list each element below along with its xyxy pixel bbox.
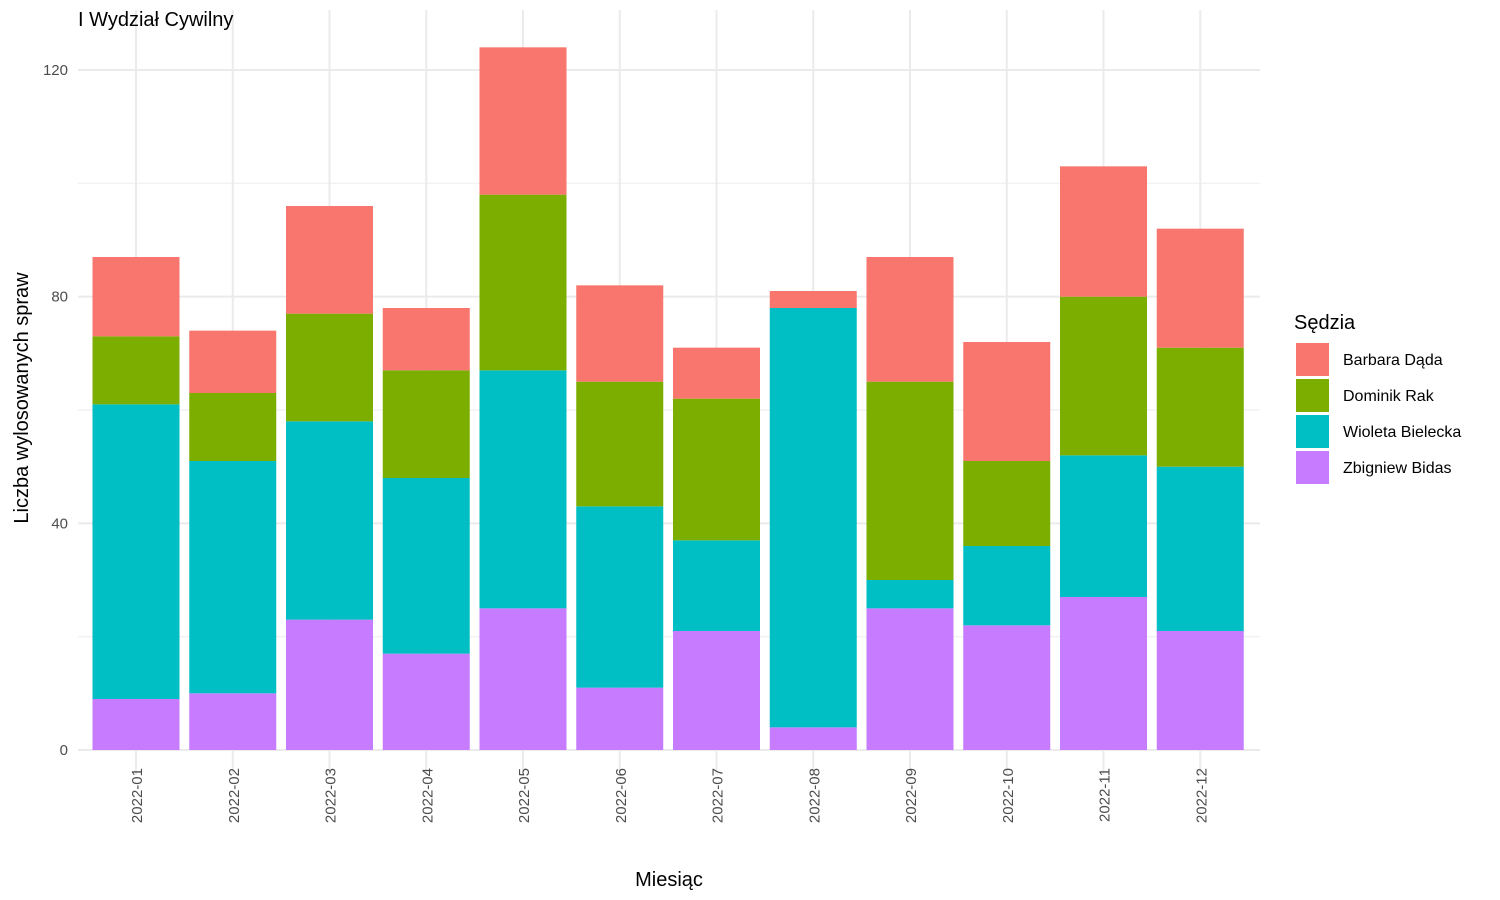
legend: Sędzia Barbara Dąda Dominik Rak Wioleta Bi… xyxy=(1294,312,1461,484)
bar-segment xyxy=(769,308,857,728)
bar-segment xyxy=(1060,597,1147,750)
bar-segment xyxy=(286,313,373,422)
bar-segment xyxy=(286,421,373,620)
bar-segment xyxy=(189,693,277,750)
bar-segment xyxy=(1156,466,1244,631)
x-tick-label: 2022-08 xyxy=(806,768,823,823)
legend-label: Barbara Dąda xyxy=(1343,352,1443,369)
bar-segment xyxy=(1060,166,1147,297)
bar-segment xyxy=(1156,347,1244,467)
bar-segment xyxy=(382,478,470,654)
x-tick-label: 2022-11 xyxy=(1097,768,1114,822)
x-tick-label: 2022-06 xyxy=(613,768,630,823)
legend-label: Zbigniew Bidas xyxy=(1343,460,1452,477)
bar-segment xyxy=(866,580,954,609)
x-tick-label: 2022-03 xyxy=(323,768,340,823)
bar-segment xyxy=(769,727,857,750)
x-axis-ticks: 2022-01 2022-02 2022-03 2022-04 2022-05 2022-… xyxy=(129,768,1210,823)
y-tick-label: 0 xyxy=(60,742,68,759)
bar-segment xyxy=(576,381,664,507)
bar-segment xyxy=(92,404,180,699)
bar-segment xyxy=(479,194,567,371)
x-tick-label: 2022-04 xyxy=(419,768,436,823)
bar-segment xyxy=(189,461,277,694)
bar-segment xyxy=(576,285,664,382)
x-tick-label: 2022-12 xyxy=(1193,768,1210,823)
legend-key xyxy=(1296,451,1329,484)
legend-label: Dominik Rak xyxy=(1343,388,1435,405)
bar-segment xyxy=(963,342,1051,461)
x-tick-label: 2022-05 xyxy=(516,768,533,823)
chart-title: I Wydział Cywilny xyxy=(78,9,233,31)
bar-segment xyxy=(382,370,470,478)
bar-segment xyxy=(189,330,277,393)
y-tick-label: 80 xyxy=(51,289,68,306)
bar-segment xyxy=(673,540,760,631)
bar-segment xyxy=(92,257,180,337)
bar-segment xyxy=(479,47,567,195)
bars xyxy=(92,47,1244,750)
bar-segment xyxy=(1060,455,1147,597)
bar-segment xyxy=(963,546,1051,626)
bar-segment xyxy=(576,506,664,688)
bar-segment xyxy=(866,257,954,382)
legend-key xyxy=(1296,415,1329,448)
legend-title: Sędzia xyxy=(1294,312,1356,334)
bar-segment xyxy=(769,291,857,308)
bar-segment xyxy=(92,699,180,750)
bar-segment xyxy=(1060,296,1147,456)
x-tick-label: 2022-10 xyxy=(1000,768,1017,823)
x-tick-label: 2022-09 xyxy=(903,768,920,823)
bar-segment xyxy=(286,206,373,314)
x-tick-label: 2022-02 xyxy=(226,768,243,823)
bar-segment xyxy=(673,631,760,750)
bar-segment xyxy=(286,619,373,750)
y-axis-title: Liczba wylosowanych spraw xyxy=(11,272,33,524)
bar-segment xyxy=(479,608,567,750)
bar-segment xyxy=(479,370,567,609)
bar-segment xyxy=(382,653,470,750)
bar-segment xyxy=(92,336,180,405)
legend-label: Wioleta Bielecka xyxy=(1343,424,1461,441)
bar-segment xyxy=(866,608,954,750)
bar-segment xyxy=(189,393,277,461)
y-tick-label: 40 xyxy=(51,515,68,532)
legend-key xyxy=(1296,379,1329,412)
bar-segment xyxy=(963,461,1051,546)
x-tick-label: 2022-01 xyxy=(129,768,146,823)
bar-segment xyxy=(576,687,664,750)
x-axis-title: Miesiąc xyxy=(635,869,703,891)
bar-segment xyxy=(963,625,1051,750)
bar-segment xyxy=(673,398,760,541)
y-tick-label: 120 xyxy=(43,62,68,79)
bar-segment xyxy=(382,308,470,371)
bar-segment xyxy=(1156,228,1244,348)
bar-segment xyxy=(673,347,760,399)
legend-key xyxy=(1296,343,1329,376)
bar-segment xyxy=(1156,631,1244,750)
y-axis-ticks: 0 40 80 120 xyxy=(43,62,68,759)
x-tick-label: 2022-07 xyxy=(710,768,727,823)
bar-segment xyxy=(866,381,954,580)
